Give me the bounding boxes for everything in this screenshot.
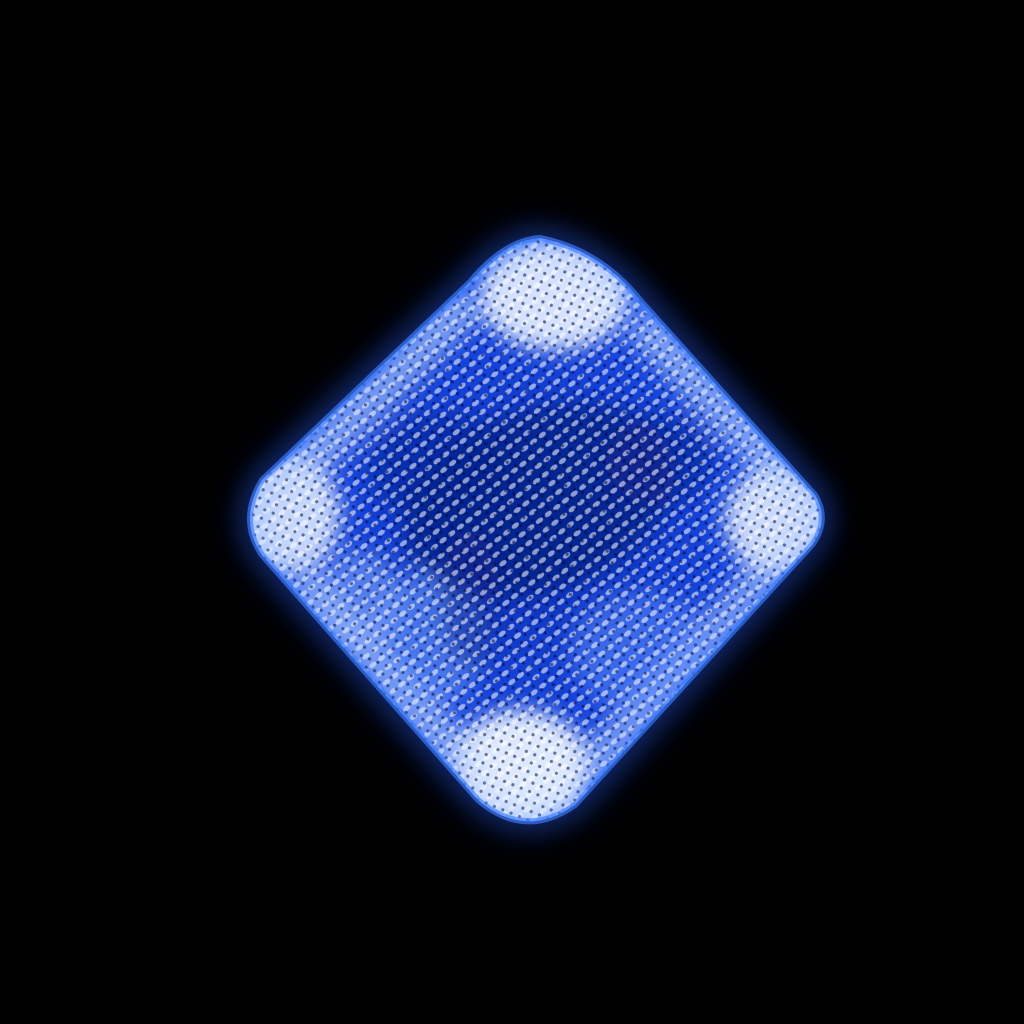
diamond-body	[250, 238, 822, 822]
diamond-rim	[247, 234, 825, 825]
